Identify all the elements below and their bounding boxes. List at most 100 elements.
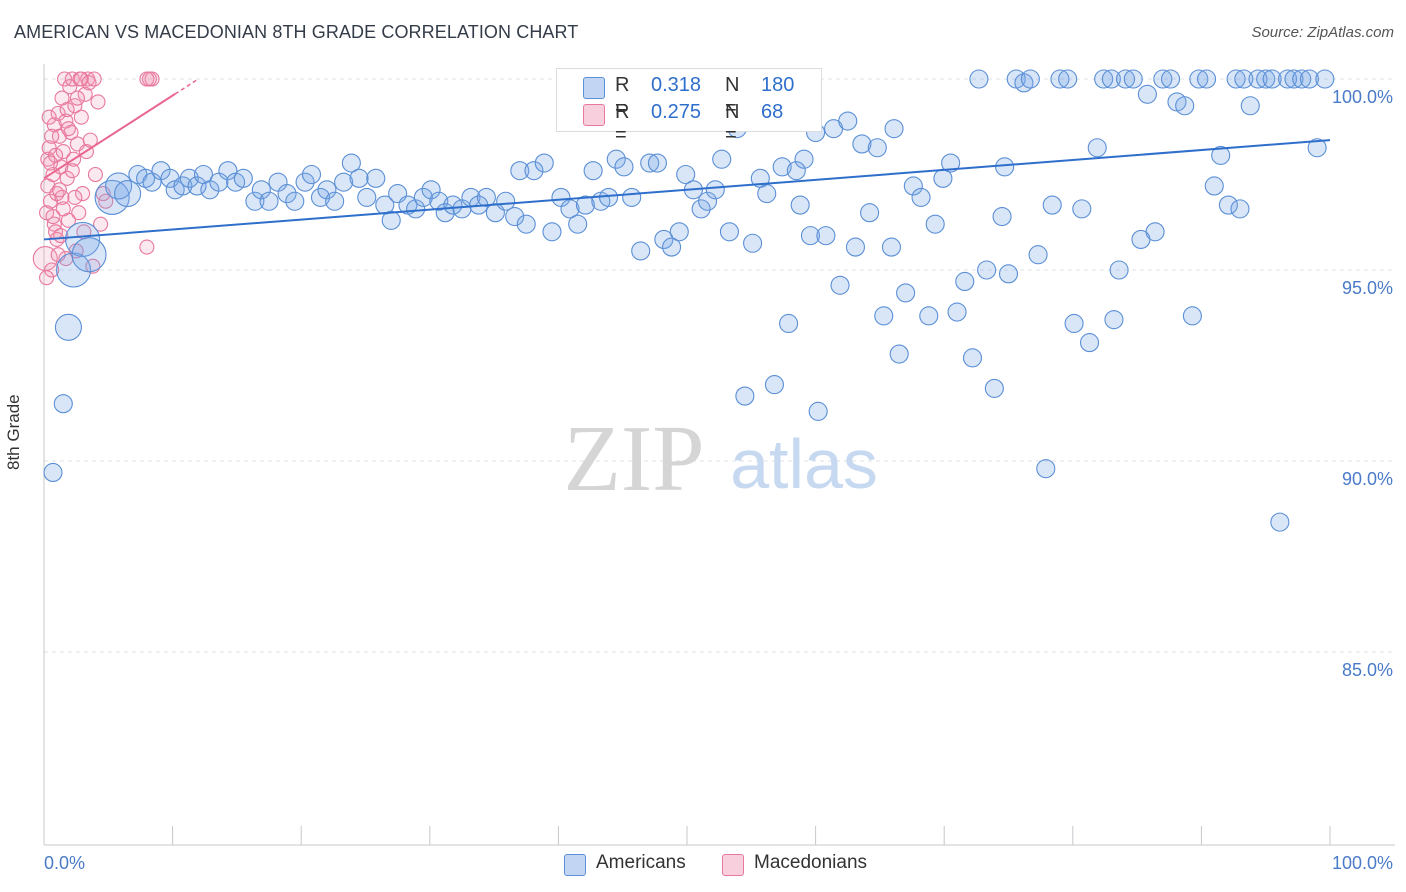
american-point [233,168,253,188]
american-point [429,191,449,211]
american-point [998,264,1019,284]
american-point [53,394,73,414]
american-point [1292,69,1312,89]
american-point [173,176,193,196]
american-point [676,164,696,185]
american-point [366,168,386,188]
american-point [516,214,536,234]
american-point [285,191,305,211]
american-point [317,180,337,200]
american-point [1278,69,1298,89]
y-tick-label: 95.0% [1342,278,1393,298]
american-point [889,344,909,364]
watermark-atlas: atlas [730,425,878,503]
american-point [187,176,207,196]
american-point [786,161,806,181]
american-point [1094,69,1114,89]
american-point [1307,138,1327,158]
american-point [794,149,814,169]
american-point [941,153,961,173]
chart-title: AMERICAN VS MACEDONIAN 8TH GRADE CORRELA… [14,22,579,42]
american-point [105,172,133,200]
american-point [955,271,975,292]
american-point [984,378,1004,398]
axes [43,64,1395,846]
american-point [421,180,441,200]
x-tick-label-start: 0.0% [44,853,85,873]
legend-n-label: N = [725,74,740,119]
american-point [735,386,755,406]
legend-n-label: N = [725,101,740,146]
american-point [560,199,580,219]
american-point [413,187,433,207]
american-point [1160,69,1181,89]
american-point [896,283,916,303]
american-point [1058,69,1078,89]
american-point [43,462,63,483]
macedonian-point [73,109,89,125]
american-point [1042,195,1062,215]
american-point [1189,69,1209,89]
american-point [505,206,525,227]
american-point [114,180,142,208]
american-point [884,119,904,139]
macedonians-trend-line [43,93,176,180]
american-point [334,172,354,192]
american-point [1104,310,1124,330]
american-point [245,191,265,211]
american-point [575,195,595,215]
macedonian-point [82,132,98,148]
american-point [1256,69,1276,89]
americans-swatch [564,854,586,876]
american-point [357,187,377,207]
american-point [1101,69,1121,89]
american-point [874,306,894,326]
american-point [1240,96,1260,116]
americans-swatch [583,77,605,99]
american-point [1204,176,1224,196]
american-point [1299,69,1319,89]
american-point [568,214,588,234]
american-point [845,237,866,257]
macedonian-point [73,71,89,87]
american-point [962,348,983,368]
american-point [295,172,315,192]
american-point [542,222,562,242]
american-point [349,168,369,188]
legend-r-label: R = [615,74,630,119]
american-point [1234,69,1254,89]
macedonian-point [98,193,114,209]
macedonians-swatch [722,854,744,876]
american-point [301,164,322,185]
american-point [1145,222,1165,242]
legend-r-value: 0.275 [651,101,702,123]
american-point [1230,199,1250,219]
american-point [1196,69,1217,89]
macedonian-point [69,90,85,106]
american-point [992,206,1012,227]
american-point [1248,69,1268,89]
macedonian-point [90,94,106,110]
y-tick-label: 90.0% [1342,469,1393,489]
macedonian-point [50,105,66,121]
american-point [1226,69,1246,89]
american-point [691,199,711,219]
macedonian-point [144,71,160,87]
macedonian-point [44,128,60,144]
american-point [325,191,345,211]
american-point [1072,199,1092,219]
macedonian-point [51,182,67,198]
american-point [1284,69,1304,89]
american-point [647,153,667,173]
legend-r-value: 0.318 [651,74,702,96]
american-point [1270,512,1290,532]
american-point [1153,69,1173,89]
x-tick-label-end: 100.0% [1332,853,1393,873]
american-point [903,176,923,196]
americans-trend-line [43,139,1331,241]
macedonians-points [32,71,160,286]
american-point [925,214,945,234]
macedonian-point [93,216,109,232]
macedonian-point [44,262,60,278]
macedonian-point [77,86,93,102]
